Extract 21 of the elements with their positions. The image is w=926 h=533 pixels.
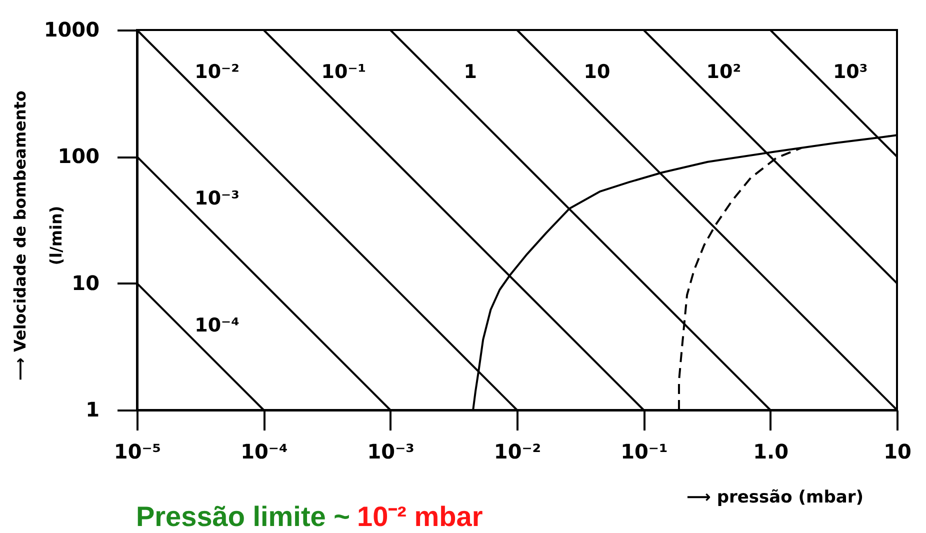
series-label: 10⁻¹ — [321, 61, 366, 83]
series-label: 10⁻³ — [194, 188, 240, 210]
text: 10⁻² mbar — [357, 501, 483, 532]
x-axis-title: ⟶ pressão (mbar) — [686, 488, 864, 508]
series-label: 10² — [706, 61, 742, 83]
y-tick-label: 10 — [72, 270, 100, 295]
x-tick-label: 10⁻³ — [367, 440, 414, 464]
x-tick-label: 10 — [884, 440, 912, 464]
x-tick-label: 10⁻¹ — [620, 440, 668, 464]
x-tick-label: 10⁻⁵ — [114, 440, 162, 464]
series-label: 1 — [464, 61, 477, 83]
series-label: 10³ — [832, 61, 868, 83]
series-label: 10 — [584, 61, 610, 83]
x-tick-label: 10⁻⁴ — [240, 440, 288, 464]
y-tick-label: 1000 — [44, 18, 100, 42]
y-tick-label: 1 — [86, 398, 100, 422]
x-tick-label: 1.0 — [753, 440, 789, 464]
series-label: 10⁻⁴ — [194, 314, 240, 336]
series-label: 10⁻² — [194, 61, 240, 83]
text: Pressão limite ~ — [136, 501, 350, 532]
x-tick-label: 10⁻² — [494, 440, 542, 464]
